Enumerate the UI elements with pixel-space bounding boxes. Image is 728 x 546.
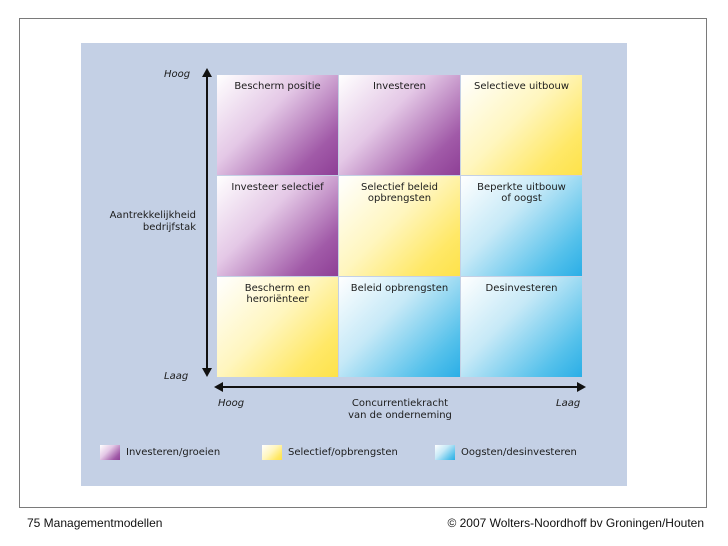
legend-swatch-yellow	[262, 445, 282, 460]
cell-investeren: Investeren	[339, 75, 460, 175]
y-axis-high-label: Hoog	[164, 69, 191, 80]
y-axis-low-label: Laag	[164, 371, 189, 382]
cell-label: Selectieve uitbouw	[473, 81, 570, 92]
arrow-up-icon	[202, 68, 212, 77]
y-axis-line	[206, 76, 208, 370]
cell-label: Investeren	[372, 81, 427, 92]
y-axis-title-line2: bedrijfstak	[142, 222, 196, 233]
cell-label: Selectief beleid opbrengsten	[360, 182, 439, 204]
footer-right: © 2007 Wolters-Noordhoff bv Groningen/Ho…	[447, 516, 704, 530]
x-axis-title-line2: van de onderneming	[348, 410, 452, 421]
cell-label: Beleid opbrengsten	[350, 283, 449, 294]
legend-label-selectief: Selectief/opbrengsten	[288, 447, 398, 458]
arrow-left-icon	[214, 382, 223, 392]
cell-label: Desinvesteren	[485, 283, 558, 294]
legend-swatch-purple	[100, 445, 120, 460]
cell-beperkte-uitbouw: Beperkte uitbouw of oogst	[461, 176, 582, 276]
cell-label: Bescherm positie	[234, 81, 321, 92]
x-axis-title-line1: Concurrentiekracht	[351, 398, 449, 409]
x-axis-high-label: Hoog	[218, 398, 245, 409]
cell-desinvesteren: Desinvesteren	[461, 277, 582, 377]
cell-label: Investeer selectief	[231, 182, 324, 193]
cell-beleid-opbrengsten: Beleid opbrengsten	[339, 277, 460, 377]
cell-bescherm-positie: Bescherm positie	[217, 75, 338, 175]
y-axis-title-line1: Aantrekkelijkheid	[109, 210, 196, 221]
legend-label-investeren: Investeren/groeien	[126, 447, 221, 458]
legend-label-oogsten: Oogsten/desinvesteren	[461, 447, 577, 458]
cell-selectief-beleid-opbrengsten: Selectief beleid opbrengsten	[339, 176, 460, 276]
x-axis-line	[222, 386, 578, 388]
cell-label: Bescherm en heroriënteer	[244, 283, 311, 305]
legend-swatch-blue	[435, 445, 455, 460]
x-axis-low-label: Laag	[556, 398, 581, 409]
cell-label: Beperkte uitbouw of oogst	[477, 182, 566, 204]
cell-investeer-selectief: Investeer selectief	[217, 176, 338, 276]
arrow-down-icon	[202, 368, 212, 377]
cell-selectieve-uitbouw: Selectieve uitbouw	[461, 75, 582, 175]
footer-left: 75 Managementmodellen	[27, 516, 163, 530]
arrow-right-icon	[577, 382, 586, 392]
cell-bescherm-en-herorienteer: Bescherm en heroriënteer	[217, 277, 338, 377]
